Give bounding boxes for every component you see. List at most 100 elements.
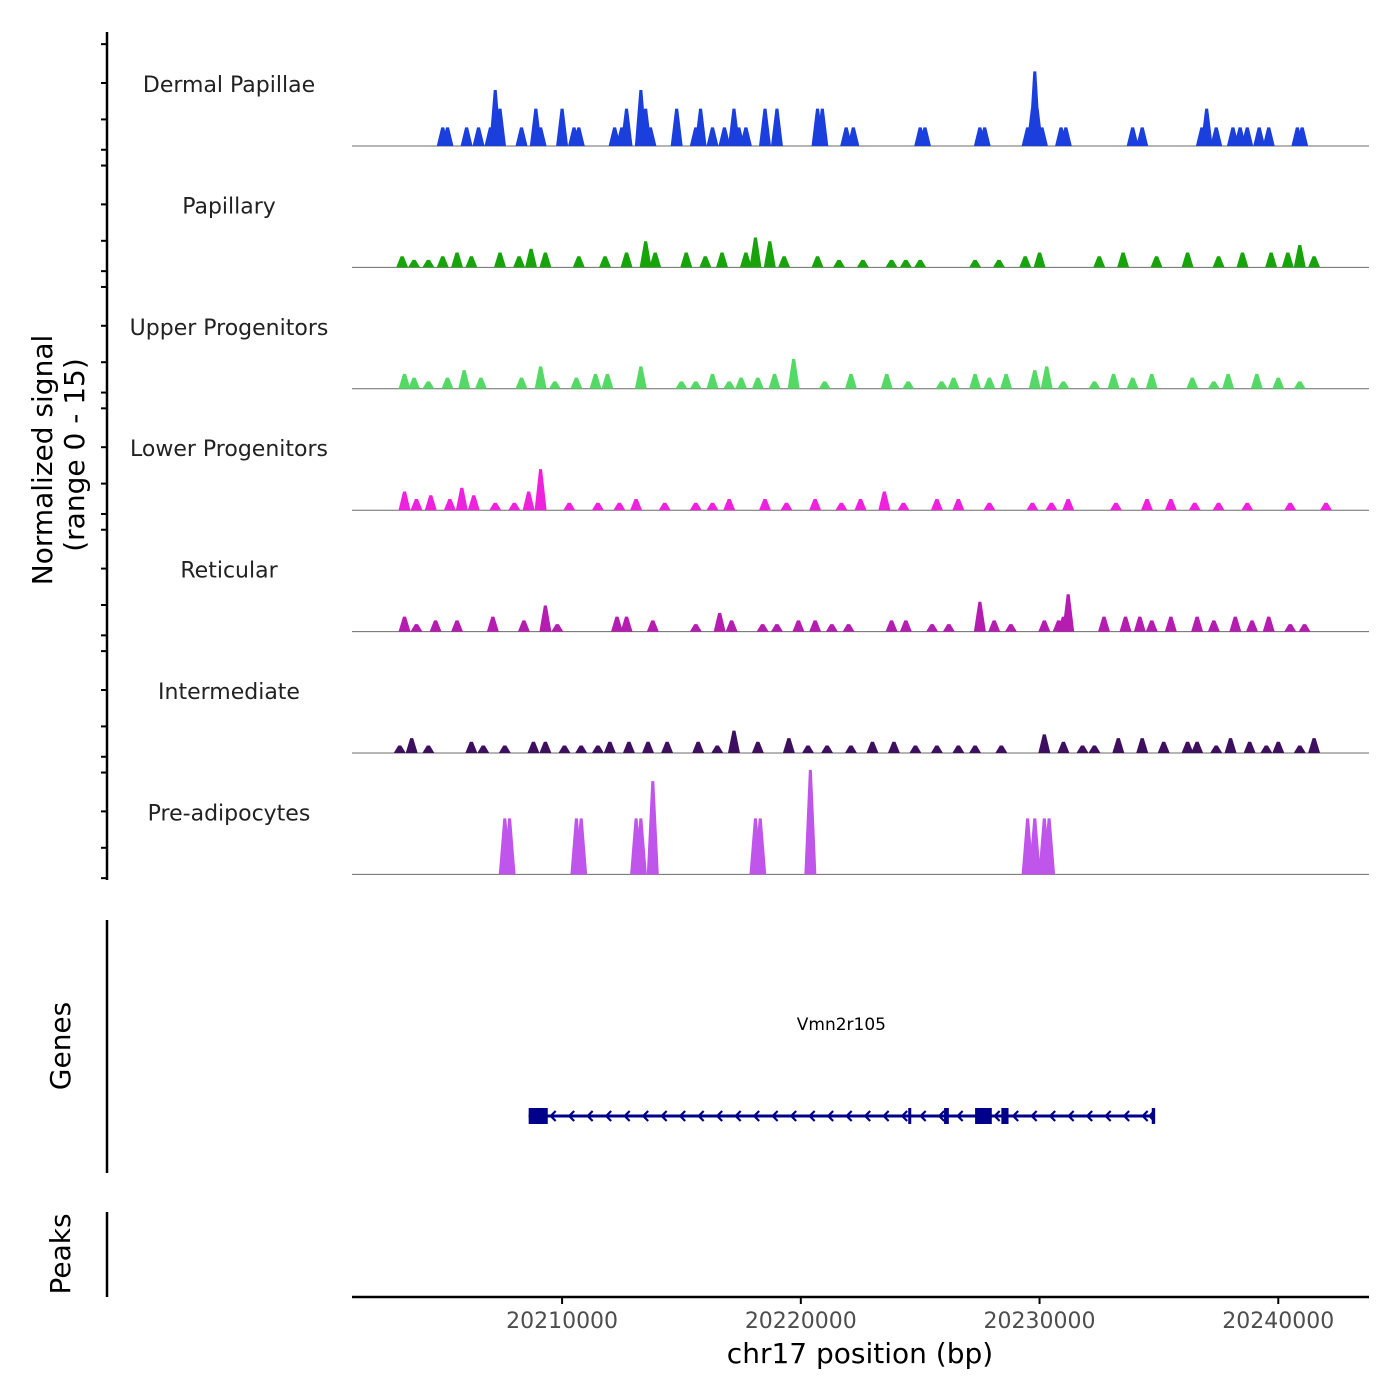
strand-arrow-14	[808, 1110, 816, 1122]
strand-arrow-7	[678, 1110, 686, 1122]
track-lower-progenitors: Lower Progenitors	[130, 437, 1369, 511]
signal-peak-reticular-7	[551, 624, 564, 632]
signal-peak-reticular-9	[620, 616, 633, 632]
strand-arrow-31	[1122, 1110, 1130, 1122]
signal-peak-intermediate-42	[1260, 745, 1273, 753]
signal-peak-reticular-6	[539, 605, 552, 632]
signal-peak-lower-progenitors-33	[1164, 499, 1177, 511]
signal-peak-pre-adipocytes-5	[634, 818, 647, 875]
signal-peak-papillary-6	[494, 252, 507, 268]
signal-peak-papillary-4	[451, 252, 464, 268]
signal-peak-lower-progenitors-10	[563, 502, 576, 511]
signal-peak-intermediate-26	[930, 745, 943, 753]
genes-track: Vmn2r105	[528, 1015, 1156, 1124]
signal-peak-lower-progenitors-12	[613, 502, 626, 511]
signal-peak-dermal-papillae-9	[534, 127, 547, 146]
signal-peak-papillary-24	[856, 259, 869, 268]
signal-peak-upper-progenitors-16	[723, 381, 736, 389]
signal-peak-upper-progenitors-42	[1293, 381, 1306, 389]
signal-peak-lower-progenitors-25	[930, 499, 943, 511]
signal-peak-reticular-1	[410, 624, 423, 632]
x-tick-label-3: 20240000	[1222, 1309, 1334, 1334]
signal-peak-upper-progenitors-2	[422, 381, 435, 389]
signal-peak-reticular-20	[885, 620, 898, 632]
signal-peak-intermediate-7	[539, 741, 552, 753]
signal-peak-reticular-14	[756, 624, 769, 632]
signal-peak-intermediate-35	[1136, 738, 1149, 753]
track-dermal-papillae: Dermal Papillae	[143, 71, 1369, 147]
signal-peak-lower-progenitors-15	[689, 502, 702, 511]
signal-peak-upper-progenitors-10	[589, 373, 602, 389]
signal-peak-reticular-12	[713, 612, 726, 632]
signal-peak-reticular-15	[770, 624, 783, 632]
signal-peak-upper-progenitors-19	[768, 373, 781, 389]
signal-peak-intermediate-17	[727, 730, 740, 753]
signal-peak-upper-progenitors-17	[735, 377, 748, 389]
signal-peak-reticular-0	[398, 616, 411, 632]
strand-arrow-25	[1011, 1110, 1019, 1122]
signal-peak-papillary-39	[1281, 252, 1294, 268]
signal-peak-intermediate-29	[995, 745, 1008, 753]
strand-arrow-12	[771, 1110, 779, 1122]
signal-peak-intermediate-25	[909, 745, 922, 753]
genes-track-label: Genes	[44, 1002, 77, 1090]
signal-peak-lower-progenitors-30	[1062, 499, 1075, 511]
signal-peak-reticular-33	[1133, 616, 1146, 632]
signal-peak-dermal-papillae-18	[644, 127, 657, 146]
signal-peak-dermal-papillae-12	[572, 127, 585, 146]
x-tick-label-1: 20220000	[745, 1309, 857, 1334]
signal-peak-papillary-30	[1019, 256, 1032, 268]
x-tick-label-2: 20230000	[984, 1309, 1096, 1334]
signal-peak-upper-progenitors-23	[880, 373, 893, 389]
strand-arrow-5	[641, 1110, 649, 1122]
signal-peak-papillary-25	[885, 259, 898, 268]
y-axis-title-line2: (range 0 - 15)	[58, 358, 91, 552]
signal-peak-dermal-papillae-30	[816, 108, 829, 146]
signal-peak-pre-adipocytes-13	[1043, 818, 1056, 875]
signal-peak-upper-progenitors-11	[601, 373, 614, 389]
x-tick-label-0: 20210000	[506, 1309, 618, 1334]
signal-peak-upper-progenitors-36	[1145, 373, 1158, 389]
signal-peak-intermediate-32	[1076, 745, 1089, 753]
track-label-reticular: Reticular	[180, 559, 278, 584]
signal-peak-lower-progenitors-1	[410, 499, 423, 511]
signal-peak-upper-progenitors-31	[1040, 366, 1053, 389]
signal-peak-intermediate-43	[1272, 741, 1285, 753]
signal-peak-upper-progenitors-4	[458, 370, 471, 389]
signal-peak-intermediate-14	[661, 741, 674, 753]
strand-arrow-22	[956, 1110, 964, 1122]
signal-peak-lower-progenitors-18	[759, 499, 772, 511]
signal-peak-dermal-papillae-27	[759, 108, 772, 146]
signal-peak-dermal-papillae-2	[460, 127, 473, 146]
signal-peak-upper-progenitors-3	[441, 377, 454, 389]
gene-name-label: Vmn2r105	[797, 1015, 886, 1035]
signal-peak-upper-progenitors-1	[408, 377, 421, 389]
signal-peak-reticular-5	[517, 620, 530, 632]
signal-peak-upper-progenitors-29	[1000, 373, 1013, 389]
x-axis-ticks: 20210000 20220000 20230000 20240000	[506, 1297, 1334, 1334]
signal-peak-dermal-papillae-10	[556, 108, 569, 146]
signal-peak-dermal-papillae-3	[472, 127, 485, 146]
signal-peak-upper-progenitors-9	[570, 377, 583, 389]
signal-peak-intermediate-4	[477, 745, 490, 753]
signal-peak-upper-progenitors-5	[474, 377, 487, 389]
signal-peak-lower-progenitors-38	[1320, 502, 1333, 511]
signal-peak-upper-progenitors-40	[1250, 373, 1263, 389]
signal-peak-lower-progenitors-17	[723, 499, 736, 511]
signal-peak-intermediate-10	[591, 745, 604, 753]
strand-arrow-17	[863, 1110, 871, 1122]
signal-peak-intermediate-31	[1057, 741, 1070, 753]
signal-peak-lower-progenitors-16	[706, 502, 719, 511]
signal-peak-papillary-27	[914, 259, 927, 268]
signal-peak-reticular-30	[1062, 594, 1075, 632]
signal-peak-intermediate-37	[1181, 741, 1194, 753]
signal-peak-dermal-papillae-45	[1136, 127, 1149, 146]
signal-peak-lower-progenitors-34	[1188, 502, 1201, 511]
signal-peak-upper-progenitors-13	[675, 381, 688, 389]
signal-peak-lower-progenitors-9	[534, 469, 547, 511]
signal-peak-upper-progenitors-39	[1222, 373, 1235, 389]
signal-peak-intermediate-12	[622, 741, 635, 753]
signal-peak-intermediate-27	[952, 745, 965, 753]
signal-peak-papillary-0	[396, 256, 409, 268]
signal-peak-reticular-42	[1298, 624, 1311, 632]
